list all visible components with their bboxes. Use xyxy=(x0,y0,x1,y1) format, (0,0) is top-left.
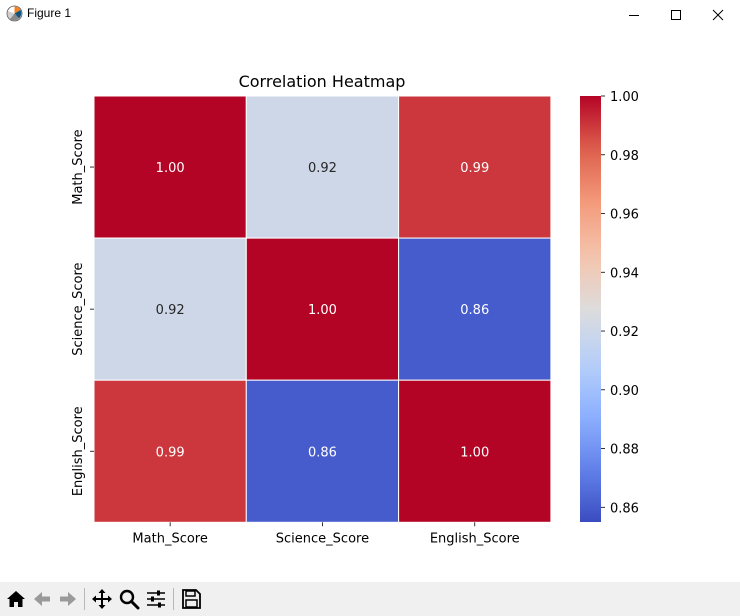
colorbar-tick-label: 0.96 xyxy=(610,208,639,223)
back-arrow-icon xyxy=(34,592,50,606)
cell-value-label: 1.00 xyxy=(460,445,489,460)
cell-value-label: 0.92 xyxy=(308,161,337,176)
cell-value-label: 1.00 xyxy=(156,161,185,176)
cell-value-label: 0.86 xyxy=(460,303,489,318)
colorbar: 1.00 0.98 0.96 0.94 0.92 0.90 0.88 0.86 xyxy=(580,90,639,522)
zoom-icon xyxy=(119,589,140,610)
x-tick-label: Science_Score xyxy=(276,531,369,546)
home-button[interactable] xyxy=(3,587,29,611)
heatmap-cells: 1.00 0.92 0.99 0.92 1.00 0.86 0.99 0.86 1.00 xyxy=(93,95,552,523)
maximize-icon xyxy=(671,9,681,20)
heatmap-cell xyxy=(245,237,400,381)
colorbar-tick-label: 0.86 xyxy=(610,501,639,516)
x-tick-label: English_Score xyxy=(430,531,520,546)
y-axis-labels: Math_Score Science_Score English_Score xyxy=(71,129,94,496)
cell-value-label: 0.92 xyxy=(156,303,185,318)
colorbar-tick-label: 1.00 xyxy=(610,90,639,105)
y-tick-label: Science_Score xyxy=(71,262,86,355)
colorbar-tick-label: 0.98 xyxy=(610,149,639,164)
zoom-button[interactable] xyxy=(116,587,142,611)
navigation-toolbar xyxy=(0,582,740,616)
cell-value-label: 0.99 xyxy=(460,161,489,176)
colorbar-gradient xyxy=(580,96,601,522)
y-tick-label: English_Score xyxy=(71,406,86,496)
close-icon xyxy=(712,9,724,20)
toolbar-separator xyxy=(84,588,85,610)
matplotlib-app-icon xyxy=(6,5,23,22)
cell-value-label: 1.00 xyxy=(308,303,337,318)
save-button[interactable] xyxy=(178,587,204,611)
minimize-button[interactable] xyxy=(612,0,656,29)
forward-arrow-icon xyxy=(60,592,76,606)
y-tick-label: Math_Score xyxy=(71,129,86,204)
cell-value-label: 0.86 xyxy=(308,445,337,460)
pan-button[interactable] xyxy=(89,587,115,611)
configure-subplots-button[interactable] xyxy=(143,587,169,611)
save-icon xyxy=(182,589,201,609)
colorbar-tick-label: 0.94 xyxy=(610,266,639,281)
colorbar-tick-label: 0.90 xyxy=(610,384,639,399)
x-tick-label: Math_Score xyxy=(132,531,207,546)
toolbar-separator xyxy=(173,588,174,610)
minimize-icon xyxy=(629,14,639,16)
cell-value-label: 0.99 xyxy=(156,445,185,460)
heatmap-chart: Correlation Heatmap 1.00 0.92 0.990.92 1.00… xyxy=(71,72,639,546)
window-title: Figure 1 xyxy=(27,6,72,20)
chart-title: Correlation Heatmap xyxy=(239,72,406,91)
heatmap-cell xyxy=(93,237,247,381)
window-titlebar: Figure 1 xyxy=(0,0,740,29)
back-button[interactable] xyxy=(29,587,55,611)
forward-button[interactable] xyxy=(55,587,81,611)
colorbar-tick-label: 0.92 xyxy=(610,325,639,340)
heatmap-cell xyxy=(398,237,552,381)
heatmap-cell xyxy=(93,379,247,523)
pan-icon xyxy=(92,589,112,609)
close-button[interactable] xyxy=(696,0,740,29)
maximize-button[interactable] xyxy=(654,0,698,29)
heatmap-cell xyxy=(245,379,400,523)
configure-subplots-icon xyxy=(147,590,165,608)
figure-canvas[interactable]: Correlation Heatmap 1.00 0.92 0.99 0.92 1.00… xyxy=(0,29,740,582)
x-axis-labels: Math_Score Science_Score English_Score xyxy=(132,522,520,546)
heatmap-cell xyxy=(398,95,552,239)
home-icon xyxy=(7,591,25,607)
colorbar-tick-label: 0.88 xyxy=(610,443,639,458)
